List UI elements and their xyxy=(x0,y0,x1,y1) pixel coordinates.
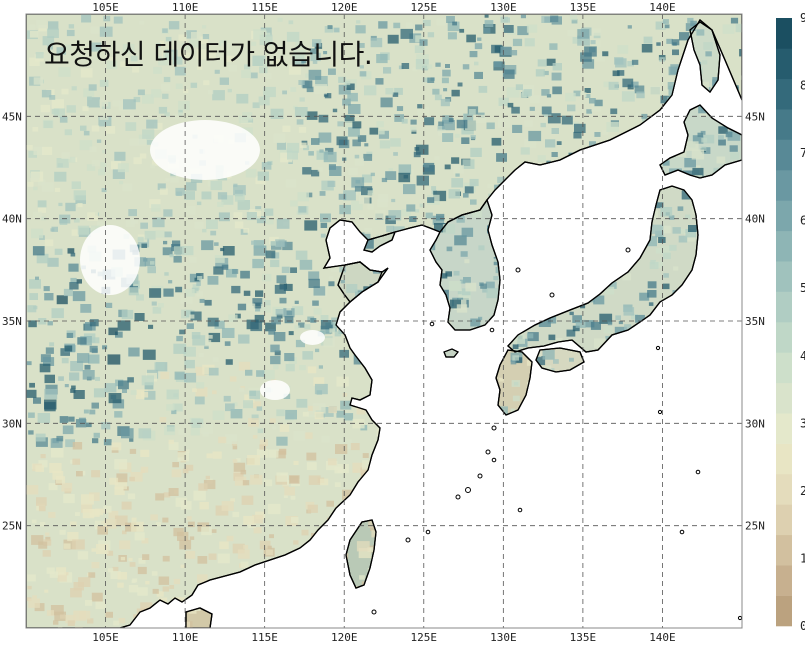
colorbar-swatch xyxy=(776,413,792,444)
jeju xyxy=(443,348,459,358)
colorbar-label: 3 xyxy=(800,416,805,430)
colorbar-swatch xyxy=(776,382,792,414)
lon-tick-label-top: 105E xyxy=(92,1,119,14)
lon-tick-label-bottom: 105E xyxy=(92,631,119,644)
lon-tick-label-bottom: 110E xyxy=(172,631,199,644)
lon-tick-label-bottom: 140E xyxy=(649,631,676,644)
colorbar-swatch xyxy=(776,18,792,49)
colorbar-swatch xyxy=(776,291,792,323)
colorbar-label: 0 xyxy=(800,619,805,633)
colorbar-swatch xyxy=(776,595,792,627)
lon-tick-label-top: 110E xyxy=(172,1,199,14)
kyushu xyxy=(495,349,533,416)
map-area xyxy=(26,14,742,628)
lon-tick-label-top: 135E xyxy=(570,1,597,14)
colorbar: 0 1 2 3 4 5 6 7 8 9 xyxy=(776,11,805,633)
liaodong-peninsula xyxy=(363,230,397,253)
lat-tick-label-left: 40N xyxy=(2,213,22,226)
lon-tick-label-top: 115E xyxy=(251,1,278,14)
colorbar-swatch xyxy=(776,139,792,171)
colorbar-label: 2 xyxy=(800,484,805,498)
lon-tick-label-top: 130E xyxy=(490,1,517,14)
colorbar-swatch xyxy=(776,48,792,80)
colorbar-swatch xyxy=(776,352,792,384)
hainan xyxy=(185,607,213,628)
honshu xyxy=(507,185,699,353)
lon-tick-label-top: 120E xyxy=(331,1,358,14)
shandong-peninsula xyxy=(337,261,389,303)
lat-tick-label-right: 45N xyxy=(745,110,765,123)
taiwan xyxy=(345,519,377,589)
colorbar-swatch xyxy=(776,109,792,140)
colorbar-swatch xyxy=(776,261,792,292)
colorbar-label: 8 xyxy=(800,79,805,93)
lat-tick-label-left: 30N xyxy=(2,417,22,430)
lon-tick-label-bottom: 115E xyxy=(251,631,278,644)
map-frame xyxy=(25,13,743,629)
lon-tick-label-bottom: 125E xyxy=(411,631,438,644)
shikoku xyxy=(535,347,585,373)
colorbar-swatch xyxy=(776,200,792,232)
colorbar-swatch xyxy=(776,78,792,110)
lon-tick-label-bottom: 120E xyxy=(331,631,358,644)
lon-tick-label-bottom: 135E xyxy=(570,631,597,644)
colorbar-swatch xyxy=(776,443,792,475)
colorbar-label: 5 xyxy=(800,281,805,295)
small-islands xyxy=(371,247,742,621)
hokkaido xyxy=(659,104,742,179)
axis-tick-labels: 105E 105E 110E 110E 115E 115E 120E 120E 125E 125E… xyxy=(2,1,765,644)
lon-tick-label-bottom: 130E xyxy=(490,631,517,644)
colorbar-label: 1 xyxy=(800,551,805,565)
colorbar-label: 4 xyxy=(800,349,805,363)
no-data-message: 요청하신 데이터가 없습니다. xyxy=(44,38,373,71)
colorbar-label: 7 xyxy=(800,146,805,160)
lat-tick-label-right: 35N xyxy=(745,315,765,328)
lat-tick-label-right: 30N xyxy=(745,417,765,430)
lat-tick-label-right: 25N xyxy=(745,520,765,533)
lat-lon-grid xyxy=(26,14,742,628)
lat-tick-label-left: 25N xyxy=(2,520,22,533)
colorbar-swatch xyxy=(776,565,792,596)
colorbar-label: 6 xyxy=(800,214,805,228)
lat-tick-label-right: 40N xyxy=(745,213,765,226)
lat-tick-label-left: 35N xyxy=(2,315,22,328)
colorbar-swatch xyxy=(776,230,792,262)
colorbar-label: 9 xyxy=(800,11,805,25)
lat-tick-label-left: 45N xyxy=(2,110,22,123)
colorbar-swatch xyxy=(776,322,792,353)
korean-peninsula xyxy=(429,198,501,331)
lon-tick-label-top: 140E xyxy=(649,1,676,14)
colorbar-swatch xyxy=(776,474,792,505)
colorbar-swatch xyxy=(776,504,792,536)
lon-tick-label-top: 125E xyxy=(411,1,438,14)
colorbar-swatch xyxy=(776,534,792,566)
sakhalin xyxy=(689,21,721,93)
colorbar-swatch xyxy=(776,170,792,201)
